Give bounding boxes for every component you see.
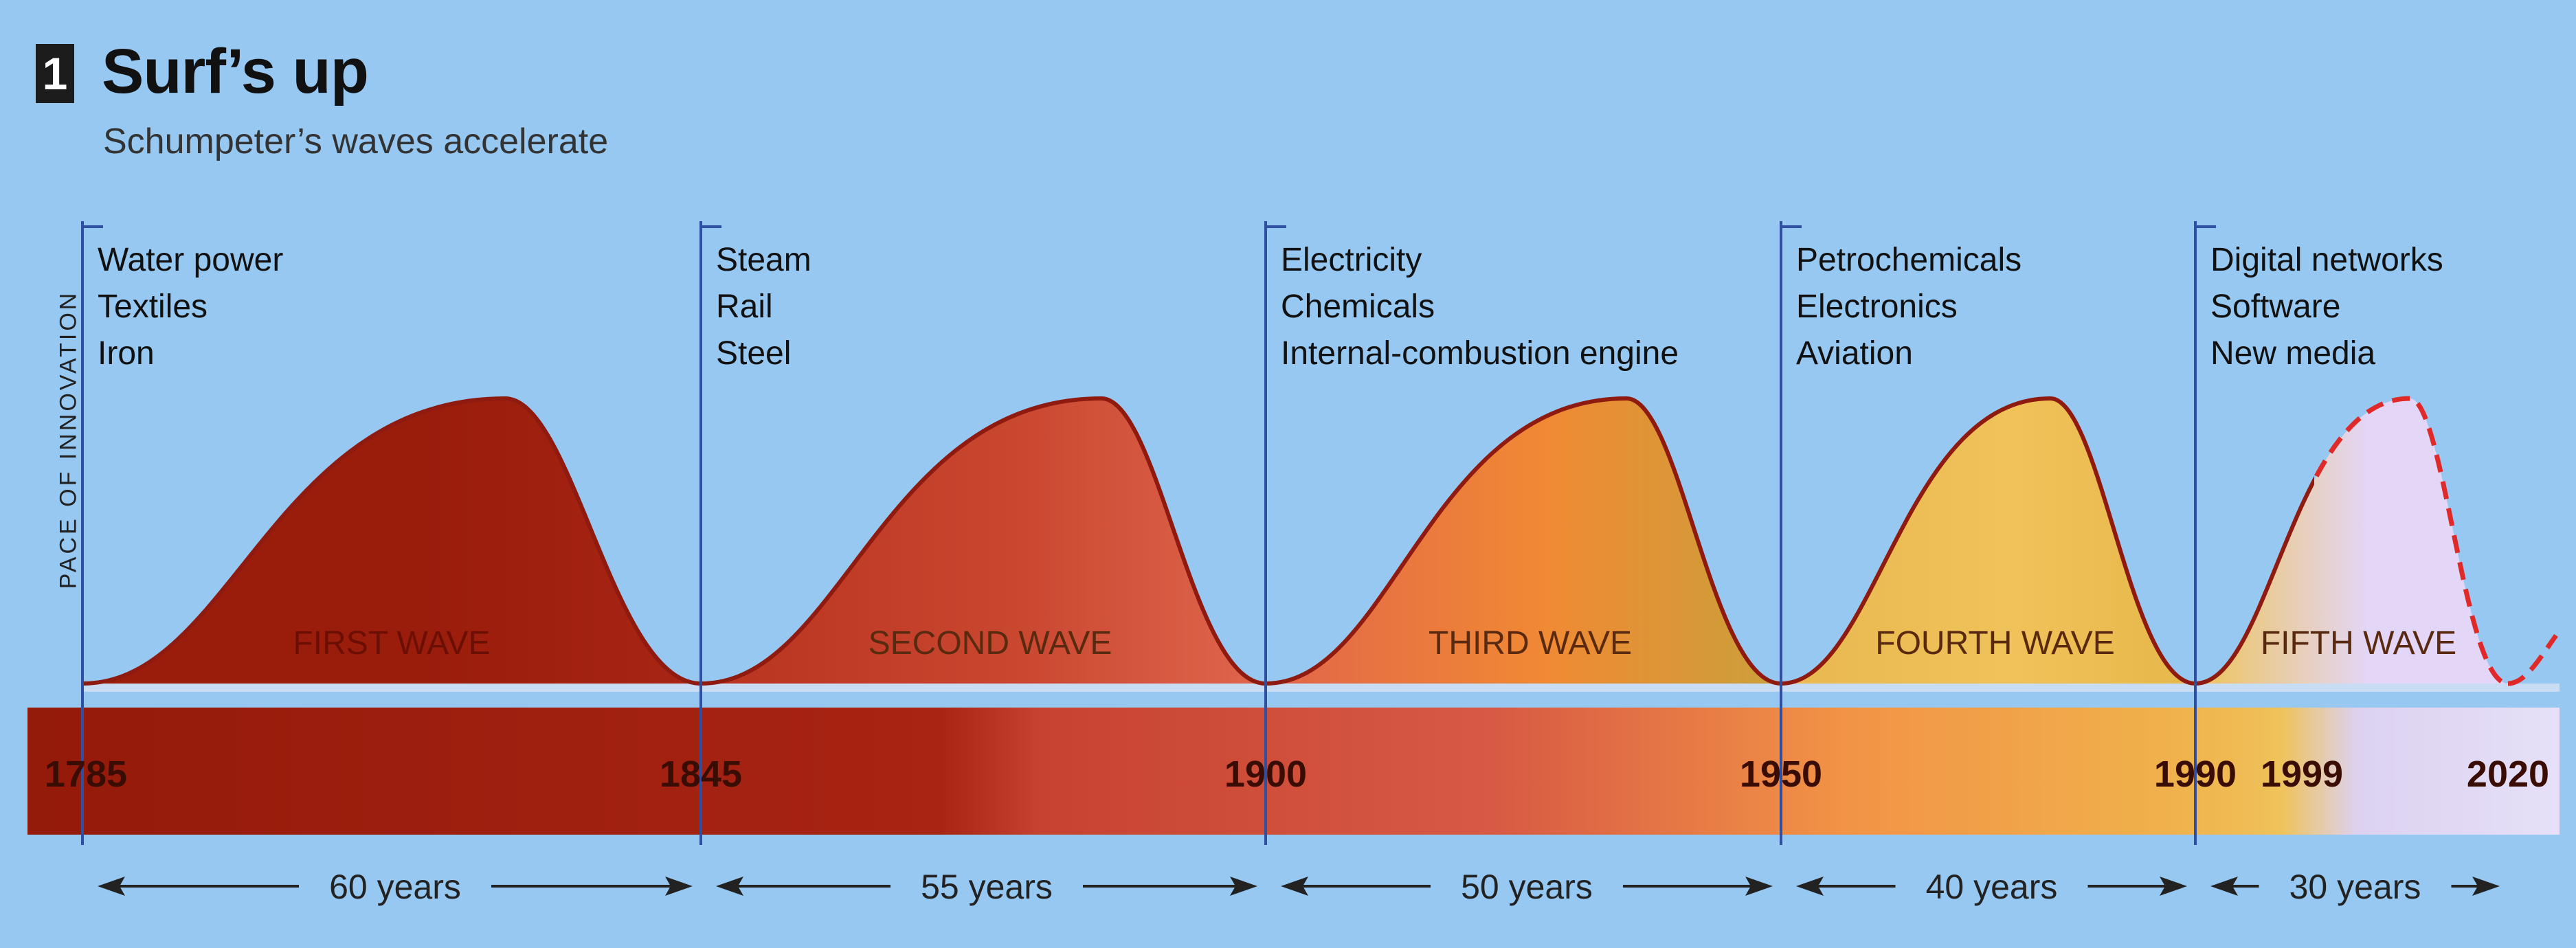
innovation-item: Electronics [1796, 289, 1958, 325]
duration-arrow-3: 50 years [1281, 868, 1773, 906]
x-tick-1785: 1785 [45, 754, 127, 795]
innovation-item: Aviation [1796, 335, 1913, 372]
innovation-item: Textiles [98, 289, 208, 325]
duration-label-2: 55 years [921, 868, 1053, 906]
baseline-strip [82, 684, 2560, 692]
x-tick-1950: 1950 [1740, 754, 1822, 795]
innovation-item: Chemicals [1281, 289, 1435, 325]
wave-outline-1 [82, 396, 702, 686]
wave-projection-5 [2314, 396, 2509, 686]
wave-outline-4 [1780, 396, 2196, 686]
innovation-item: Digital networks [2210, 242, 2443, 278]
wave-area-3 [1266, 398, 1781, 684]
chart-title: Surf’s up [102, 36, 369, 106]
innovation-item: Petrochemicals [1796, 242, 2022, 278]
wave-area-4 [1781, 398, 2195, 684]
wave-label-4: FOURTH WAVE [1875, 625, 2114, 662]
wave-label-3: THIRD WAVE [1429, 625, 1632, 662]
duration-arrow-1: 60 years [98, 868, 693, 906]
duration-label-4: 40 years [1926, 868, 2058, 906]
wave-outline-2 [700, 396, 1266, 686]
wave-label-1: FIRST WAVE [293, 625, 490, 662]
duration-label-5: 30 years [2289, 868, 2421, 906]
innovation-item: Steel [716, 335, 792, 372]
innovation-item: Steam [716, 242, 811, 278]
innovation-list-4: Petrochemicals Electronics Aviation [1796, 237, 2021, 377]
wave-outline-3 [1265, 396, 1782, 686]
wave-outline-5 [2195, 475, 2314, 686]
innovation-item: New media [2210, 335, 2376, 372]
wave-label-5: FIFTH WAVE [2261, 625, 2456, 662]
innovation-list-3: Electricity Chemicals Internal-combustion … [1281, 237, 1679, 377]
chart-subtitle: Schumpeter’s waves accelerate [103, 122, 609, 161]
wave-area-2 [701, 398, 1266, 684]
wave-area-5 [2195, 398, 2508, 684]
wave-area-1 [82, 398, 701, 684]
innovation-item: Water power [98, 242, 284, 278]
timeline-band [27, 708, 2560, 835]
duration-label-3: 50 years [1461, 868, 1593, 906]
duration-arrow-5: 30 years [2210, 868, 2500, 906]
x-tick-2020: 2020 [2467, 754, 2549, 795]
wave-1: FIRST WAVE [82, 396, 702, 686]
x-tick-1990: 1990 [2154, 754, 2237, 795]
duration-arrow-2: 55 years [716, 868, 1257, 906]
innovation-list-1: Water power Textiles Iron [98, 237, 283, 377]
innovation-item: Iron [98, 335, 155, 372]
wave-label-2: SECOND WAVE [869, 625, 1112, 662]
x-tick-1845: 1845 [660, 754, 742, 795]
wave-3: THIRD WAVE [1265, 396, 1782, 686]
wave-5: FIFTH WAVE [2195, 396, 2558, 686]
innovation-item: Electricity [1281, 242, 1422, 278]
innovation-list-5: Digital networks Software New media [2210, 237, 2443, 377]
duration-arrow-4: 40 years [1796, 868, 2187, 906]
next-wave-projection [2507, 633, 2558, 686]
chart-number-badge: 1 [36, 44, 74, 103]
duration-label-1: 60 years [329, 868, 461, 906]
wave-4: FOURTH WAVE [1780, 396, 2196, 686]
innovation-item: Rail [716, 289, 773, 325]
innovation-item: Software [2210, 289, 2341, 325]
innovation-item: Internal-combustion engine [1281, 335, 1679, 372]
innovation-list-2: Steam Rail Steel [716, 237, 811, 377]
wave-2: SECOND WAVE [700, 396, 1266, 686]
x-tick-1900: 1900 [1224, 754, 1307, 795]
x-tick-1999: 1999 [2261, 754, 2343, 795]
